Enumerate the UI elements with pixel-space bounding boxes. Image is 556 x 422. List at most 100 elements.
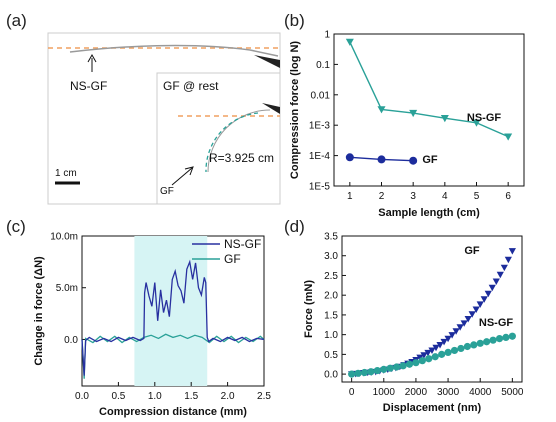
y-tick-label: 3.0 bbox=[324, 251, 338, 262]
x-tick-label: 2000 bbox=[405, 387, 428, 398]
data-point bbox=[380, 365, 388, 373]
data-point bbox=[448, 332, 456, 339]
curvature-circle bbox=[205, 112, 259, 173]
data-point bbox=[495, 334, 504, 343]
data-point bbox=[489, 336, 497, 344]
data-point bbox=[472, 306, 480, 313]
legend-ns-gf: NS-GF bbox=[467, 112, 502, 124]
x-tick-label: 1.5 bbox=[184, 391, 198, 402]
y-tick-label: 1E-3 bbox=[309, 121, 331, 132]
series-line bbox=[349, 41, 509, 138]
data-point bbox=[377, 106, 386, 114]
data-point bbox=[476, 339, 484, 347]
data-point bbox=[367, 368, 375, 376]
scale-bar-label: 1 cm bbox=[55, 168, 77, 179]
data-point bbox=[444, 348, 452, 357]
panel-b-label: (b) bbox=[284, 11, 305, 30]
data-point bbox=[432, 344, 440, 352]
legend-ns-gf: NS-GF bbox=[479, 317, 514, 329]
y-tick-label: 1E-4 bbox=[309, 151, 331, 162]
x-tick-label: 1.0 bbox=[148, 391, 162, 402]
y-tick-label: 0.01 bbox=[311, 90, 331, 101]
x-tick-label: 2.5 bbox=[257, 391, 271, 402]
data-point bbox=[463, 342, 471, 351]
legend-gf: GF bbox=[422, 154, 438, 166]
legend-label: NS-GF bbox=[224, 237, 261, 251]
compression-region bbox=[134, 236, 208, 386]
data-point bbox=[425, 355, 433, 363]
plot-d-x-label: Displacement (nm) bbox=[383, 402, 482, 414]
y-tick-label: 5.0m bbox=[56, 283, 78, 294]
data-point bbox=[464, 315, 472, 323]
panel-c-label: (c) bbox=[6, 217, 26, 236]
data-point bbox=[457, 344, 465, 353]
y-tick-label: 3.5 bbox=[324, 232, 338, 243]
data-point bbox=[452, 328, 460, 335]
y-tick-label: 1E-5 bbox=[309, 182, 331, 193]
data-point bbox=[496, 271, 504, 279]
gf-fiber-rest bbox=[207, 109, 271, 173]
inset-frame bbox=[156, 72, 281, 205]
x-tick-label: 3000 bbox=[437, 387, 460, 398]
data-point bbox=[440, 114, 449, 123]
data-point bbox=[480, 296, 488, 303]
plot-b-x-label: Sample length (cm) bbox=[378, 207, 480, 219]
data-point bbox=[488, 284, 496, 292]
ns-gf-arrow-head bbox=[87, 53, 97, 63]
plot-d-frame bbox=[341, 235, 523, 383]
data-point bbox=[345, 38, 354, 46]
data-point bbox=[484, 290, 492, 298]
data-point bbox=[420, 352, 428, 359]
y-tick-label: 2.0 bbox=[324, 291, 338, 302]
data-point bbox=[472, 119, 481, 127]
x-tick-label: 0.0 bbox=[75, 391, 89, 402]
data-point bbox=[470, 341, 478, 349]
plot-c-y-label: Change in force (ΔN) bbox=[33, 256, 45, 366]
y-tick-label: 1 bbox=[324, 30, 330, 41]
x-tick-label: 1000 bbox=[373, 387, 396, 398]
y-tick-label: 0.1 bbox=[316, 60, 330, 71]
data-point bbox=[399, 362, 407, 370]
series-line bbox=[81, 259, 265, 376]
data-point bbox=[508, 332, 516, 340]
x-tick-label: 4000 bbox=[469, 387, 492, 398]
panel-c: (c) 0.0 0.5 1.0 1.5 2.0 2.5 0.0 5.0m 10.0m NS-GFG… bbox=[6, 217, 271, 418]
gf-arrow-head bbox=[184, 166, 194, 176]
x-tick-label: 3 bbox=[410, 191, 416, 202]
data-point bbox=[438, 350, 446, 358]
inset-title: GF @ rest bbox=[163, 79, 219, 93]
y-tick-label: 0.0 bbox=[64, 335, 78, 346]
data-point bbox=[348, 370, 356, 378]
legend-gf: GF bbox=[464, 245, 480, 257]
data-point bbox=[444, 335, 452, 343]
panel-d-label: (d) bbox=[284, 217, 305, 236]
data-point bbox=[460, 320, 468, 327]
data-point bbox=[424, 349, 432, 357]
y-tick-label: 1.0 bbox=[324, 330, 338, 341]
data-point bbox=[428, 347, 436, 355]
gf-photo-label: GF bbox=[160, 186, 174, 197]
x-tick-label: 0 bbox=[349, 387, 355, 398]
x-tick-label: 2.0 bbox=[221, 391, 235, 402]
data-point bbox=[508, 248, 516, 255]
y-tick-label: 10.0m bbox=[50, 232, 78, 243]
x-tick-label: 5000 bbox=[501, 387, 524, 398]
data-point bbox=[476, 301, 484, 308]
data-point bbox=[418, 357, 426, 365]
x-tick-label: 2 bbox=[379, 191, 385, 202]
panel-d: (d) 0 1000 2000 3000 4000 5000 0.0 0.5 1.0 1.5 2.0… bbox=[284, 217, 524, 414]
data-point bbox=[500, 264, 508, 272]
data-point bbox=[405, 360, 414, 368]
data-point bbox=[416, 354, 424, 362]
data-point bbox=[393, 363, 401, 371]
data-point bbox=[373, 366, 381, 375]
data-point bbox=[456, 324, 464, 331]
clamp-inset bbox=[262, 103, 280, 114]
plot-b-frame bbox=[333, 33, 525, 187]
data-point bbox=[436, 342, 444, 349]
panel-b: (b) 1 2 3 4 5 6 1 0.1 0.01 1E-3 1E-4 1E-5 NS-GF GF Sa… bbox=[284, 11, 525, 219]
ns-gf-photo-label: NS-GF bbox=[70, 79, 107, 93]
radius-label: R=3.925 cm bbox=[209, 151, 274, 165]
data-point bbox=[483, 338, 491, 346]
